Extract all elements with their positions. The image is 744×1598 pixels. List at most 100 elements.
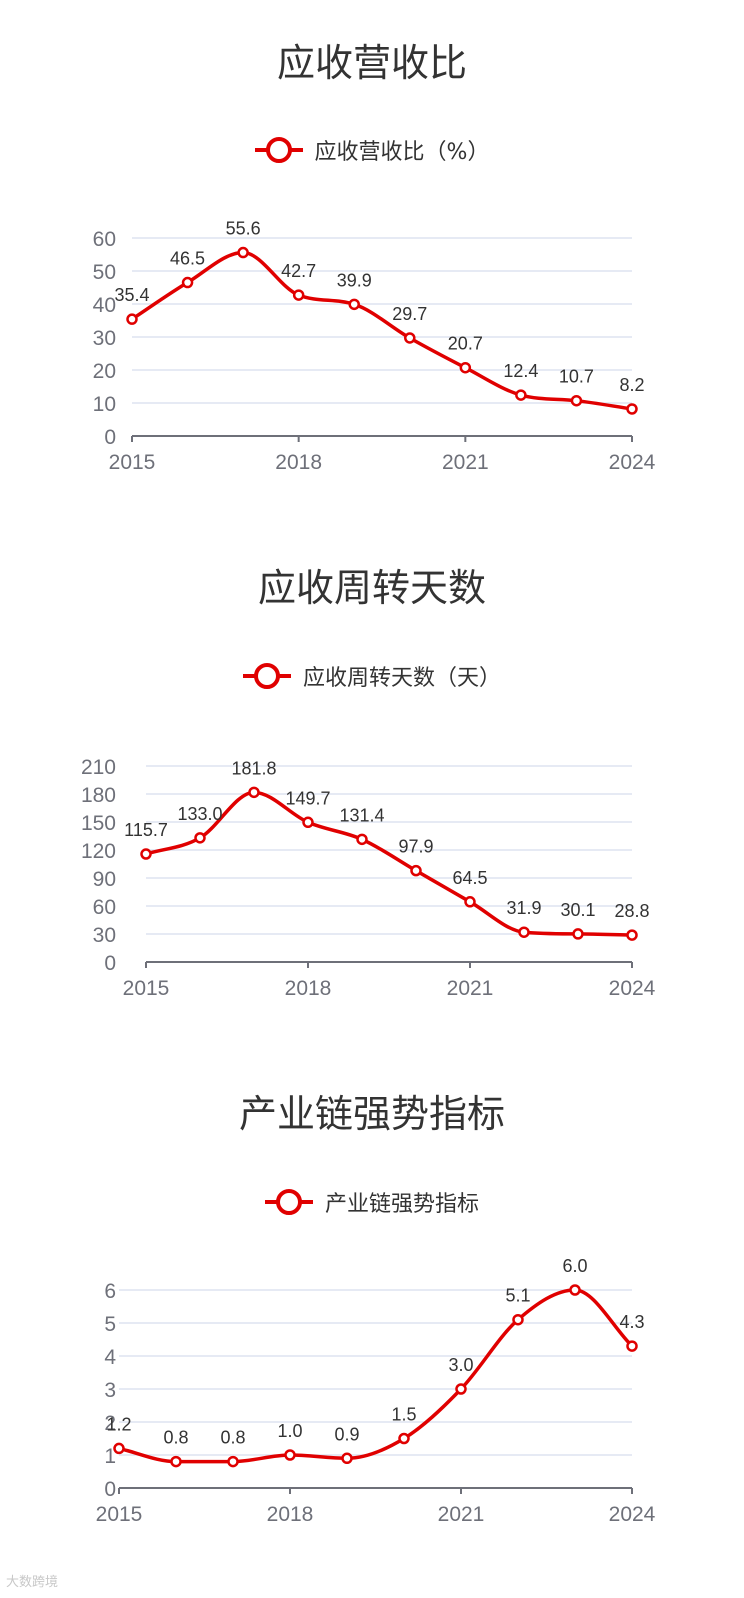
y-tick-label: 30 xyxy=(93,924,116,947)
data-label: 35.4 xyxy=(114,285,149,305)
x-tick-label: 2024 xyxy=(609,1503,656,1526)
data-point xyxy=(404,332,416,344)
legend-line-circle-icon xyxy=(242,663,291,689)
y-tick-label: 1 xyxy=(104,1445,116,1468)
series-line xyxy=(145,790,633,937)
line-chart-receivable-turnover-days: 0 30 60 90 120 150 180 210 2015 2018 2021 2024 115.7… xyxy=(81,756,656,1000)
data-point xyxy=(626,929,638,941)
data-point xyxy=(626,403,638,415)
data-label: 1.0 xyxy=(277,1421,302,1441)
data-point xyxy=(455,1383,467,1395)
data-label: 1.5 xyxy=(391,1405,416,1425)
x-tick-label: 2018 xyxy=(285,977,332,1000)
y-tick-label: 4 xyxy=(104,1346,116,1369)
data-label: 64.5 xyxy=(452,868,487,888)
data-point xyxy=(126,313,138,325)
x-tick-label: 2021 xyxy=(442,451,489,474)
line-chart-receivable-revenue-ratio: 0 10 20 30 40 50 60 2015 2018 2021 2024 35.4 46.5 55.… xyxy=(93,219,656,474)
data-label: 20.7 xyxy=(448,334,483,354)
data-point xyxy=(302,816,314,829)
y-tick-label: 10 xyxy=(93,393,116,416)
data-label: 12.4 xyxy=(503,361,538,381)
legend-label: 应收周转天数（天） xyxy=(302,666,501,691)
data-point xyxy=(237,246,249,259)
chart-title-industry-chain-strength: 产业链强势指标 xyxy=(238,1092,505,1136)
x-tick-label: 2015 xyxy=(96,1503,143,1526)
data-point xyxy=(284,1449,296,1461)
data-point xyxy=(626,1340,638,1352)
y-tick-label: 60 xyxy=(93,228,116,251)
y-tick-label: 0 xyxy=(104,426,116,449)
data-label: 4.3 xyxy=(619,1312,644,1332)
x-tick-label: 2015 xyxy=(109,451,156,474)
data-point xyxy=(398,1432,410,1445)
legend-label: 产业链强势指标 xyxy=(324,1192,479,1217)
legend-label: 应收营收比（%） xyxy=(314,140,490,165)
x-tick-label: 2015 xyxy=(123,977,170,1000)
line-chart-industry-chain-strength: 0 1 2 3 4 5 6 2015 2018 2021 2024 1.2 0.8 0.8 1.0 0.9 1.… xyxy=(96,1256,656,1526)
data-label: 115.7 xyxy=(124,820,168,840)
chart-title-receivable-turnover-days: 应收周转天数 xyxy=(257,566,486,610)
data-point xyxy=(181,276,194,289)
data-point xyxy=(348,298,360,311)
y-tick-label: 0 xyxy=(104,952,116,975)
legend-receivable-revenue-ratio[interactable]: 应收营收比（%） xyxy=(0,134,744,166)
data-label: 39.9 xyxy=(337,270,372,290)
data-point xyxy=(356,833,368,846)
data-label: 28.8 xyxy=(614,901,649,921)
legend-line-circle-icon xyxy=(254,137,303,163)
x-tick-label: 2021 xyxy=(438,1503,485,1526)
data-point xyxy=(194,832,206,844)
chart-title-receivable-revenue-ratio: 应收营收比 xyxy=(276,41,467,85)
y-tick-label: 5 xyxy=(104,1313,116,1336)
data-label: 31.9 xyxy=(506,898,541,918)
data-point xyxy=(518,926,530,938)
y-tick-label: 6 xyxy=(104,1280,116,1303)
data-label: 0.8 xyxy=(163,1428,188,1448)
watermark-logo: 大数跨境 xyxy=(6,1575,59,1590)
x-tick-label: 2024 xyxy=(609,451,656,474)
x-tick-label: 2018 xyxy=(267,1503,314,1526)
legend-industry-chain-strength[interactable]: 产业链强势指标 xyxy=(0,1186,744,1218)
data-label: 55.6 xyxy=(226,219,261,239)
legend-line-circle-icon xyxy=(264,1189,313,1215)
data-point xyxy=(515,389,527,401)
y-tick-label: 50 xyxy=(93,261,116,284)
data-point xyxy=(248,786,260,799)
data-label: 97.9 xyxy=(398,837,433,857)
data-point xyxy=(570,394,583,407)
data-point xyxy=(140,848,152,860)
data-label: 3.0 xyxy=(448,1355,473,1375)
y-tick-label: 60 xyxy=(93,896,116,919)
x-tick-label: 2024 xyxy=(609,977,656,1000)
data-label: 131.4 xyxy=(339,805,384,825)
data-label: 8.2 xyxy=(619,375,644,395)
data-point xyxy=(341,1452,353,1465)
data-point xyxy=(113,1442,125,1455)
data-label: 181.8 xyxy=(231,758,276,778)
data-point xyxy=(512,1313,524,1326)
y-tick-label: 180 xyxy=(81,784,116,807)
data-point xyxy=(227,1455,239,1468)
y-tick-label: 0 xyxy=(104,1478,116,1501)
data-point xyxy=(464,896,476,908)
data-point xyxy=(572,928,584,940)
y-tick-label: 210 xyxy=(81,756,116,779)
y-tick-label: 20 xyxy=(93,360,116,383)
y-tick-label: 120 xyxy=(81,840,116,863)
data-point xyxy=(459,361,472,374)
data-label: 42.7 xyxy=(281,261,316,281)
data-label: 0.9 xyxy=(334,1424,359,1444)
y-tick-label: 150 xyxy=(81,812,116,835)
data-label: 46.5 xyxy=(170,249,205,269)
series-line xyxy=(131,250,633,411)
data-label: 0.8 xyxy=(220,1428,245,1448)
series-line xyxy=(118,1288,634,1464)
y-tick-label: 3 xyxy=(104,1379,116,1402)
y-tick-label: 30 xyxy=(93,327,116,350)
data-label: 133.0 xyxy=(177,804,222,824)
data-label: 30.1 xyxy=(560,900,595,920)
legend-receivable-turnover-days[interactable]: 应收周转天数（天） xyxy=(0,660,744,692)
data-point xyxy=(292,289,305,301)
data-label: 5.1 xyxy=(505,1286,530,1306)
